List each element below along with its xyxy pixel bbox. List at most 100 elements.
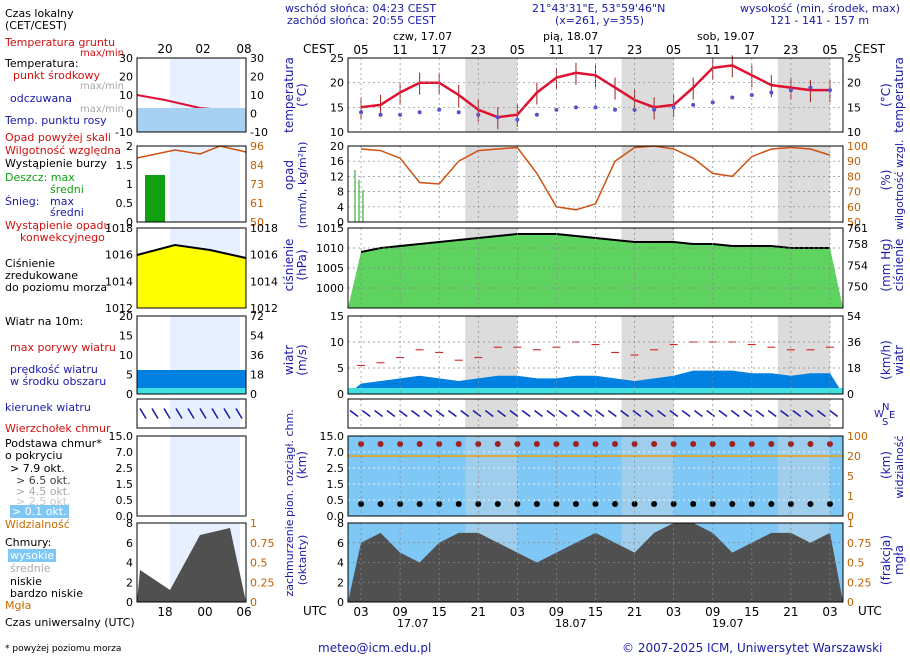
- ytick-temp-1: 15: [330, 101, 344, 114]
- ytick-right-wind-3: 54: [847, 310, 861, 323]
- night-band-prec-0: [465, 146, 518, 222]
- dew-point-7: [495, 115, 500, 120]
- sunset-label: zachód słońca: 20:55 CEST: [287, 14, 436, 27]
- cloud-base-23: [807, 501, 814, 507]
- cest-hour-10: 17: [744, 43, 759, 57]
- cloud-top-8: [514, 441, 521, 447]
- legend-top-hour-0: 20: [157, 42, 172, 56]
- legend-okt-45: > 4.5 okt.: [16, 485, 71, 498]
- legend-top-hour-2: 08: [236, 42, 251, 56]
- cest-hour-7: 23: [627, 43, 642, 57]
- wind-arrow-15: [534, 409, 543, 418]
- legend-ytick-right-temp-4: -10: [250, 126, 268, 139]
- night-band-temp-1: [621, 58, 674, 132]
- legend-ytick-prec-4: 0: [126, 216, 133, 229]
- utc-hour-1: 09: [392, 605, 407, 619]
- ytick-base-4: 7.0: [327, 446, 345, 459]
- ytick-right-base-3: 20: [847, 450, 861, 463]
- cest-hour-0: 05: [353, 43, 368, 57]
- dew-point-5: [456, 110, 461, 115]
- footer-email[interactable]: meteo@icm.edu.pl: [318, 641, 432, 655]
- legend-okt-65: > 6.5 okt.: [16, 474, 71, 487]
- legend-ytick-wind-0: 20: [119, 310, 133, 323]
- cest-hour-1: 11: [392, 43, 407, 57]
- cloud-top-7: [494, 441, 501, 447]
- legend-ytick-temp-3: 0: [126, 108, 133, 121]
- legend-wind-arrow-0: [139, 408, 147, 419]
- cest-hour-3: 23: [471, 43, 486, 57]
- legend-wind-at: Wiatr na 10m:: [5, 315, 84, 328]
- legend-okt-01: > 0.1 okt.: [10, 505, 69, 518]
- legend-ytick-prec-1: 1.5: [116, 159, 134, 172]
- utc-hour-6: 15: [588, 605, 603, 619]
- legend-high: wysokie: [8, 549, 57, 562]
- compass-n: N: [882, 402, 890, 413]
- cloud-base-17: [690, 501, 697, 507]
- dew-point-11: [573, 105, 578, 110]
- ytick-prec-5: 20: [330, 140, 344, 153]
- sunrise-label: wschód słońca: 04:23 CEST: [285, 2, 437, 15]
- wind-arrow-18: [570, 409, 580, 418]
- utc-hour-8: 03: [666, 605, 681, 619]
- legend-ytick-temp-4: -10: [115, 126, 133, 139]
- legend-bottom-hour-1: 00: [197, 605, 212, 619]
- wind-arrow-13: [509, 409, 519, 418]
- ytick-wind-2: 10: [330, 336, 344, 349]
- legend-panel-border-base: [136, 435, 247, 517]
- cloud-top-15: [651, 441, 658, 447]
- legend-bottom-hour-2: 06: [236, 605, 251, 619]
- utc-hour-5: 09: [549, 605, 564, 619]
- legend-ytick-right-prec-1: 84: [250, 159, 264, 172]
- cloud-base-1: [377, 501, 384, 507]
- utc-hour-11: 21: [783, 605, 798, 619]
- ytick-cov-0: 0: [337, 596, 344, 609]
- legend-ytick-right-cov-4: 0: [250, 596, 257, 609]
- cloud-base-8: [514, 501, 521, 507]
- legend-rain-mean: średni: [50, 183, 84, 196]
- ytick-right-temp-1: 15: [847, 101, 861, 114]
- wind-arrow-17: [558, 409, 568, 418]
- cloud-top-1: [377, 441, 384, 447]
- grid-label: (x=261, y=355): [555, 14, 645, 27]
- compass-w: W: [874, 409, 884, 420]
- legend-ytick-temp-2: 10: [119, 89, 133, 102]
- legend-ytick-right-cov-1: 0.75: [250, 537, 275, 550]
- legend-precip-above: Opad powyżej skali: [5, 131, 111, 144]
- legend-cloud-top: Wierzchołek chmur: [5, 422, 111, 435]
- legend-ytick-right-wind-2: 36: [250, 349, 264, 362]
- cloud-top-4: [436, 441, 443, 447]
- wind-arrow-29: [706, 409, 716, 418]
- legend-cloud-area: [137, 528, 246, 602]
- wind-arrow-11: [484, 409, 494, 418]
- dew-point-24: [827, 88, 832, 93]
- ytick-prec-0: 0: [337, 216, 344, 229]
- legend-panel-border-pres: [136, 227, 247, 309]
- legend-wind-arrow-6: [211, 408, 219, 419]
- legend-panel-border-prec: [136, 145, 247, 223]
- cloud-base-3: [416, 501, 423, 507]
- legend-ytick-base-5: 15.0: [109, 430, 134, 443]
- legend-dew-point: Temp. punktu rosy: [5, 114, 107, 127]
- cest-label-left: CEST: [303, 42, 334, 56]
- coordinates-label: 21°43'31"E, 53°59'46"N: [532, 2, 666, 15]
- dew-point-12: [593, 105, 598, 110]
- cloud-top-21: [768, 441, 775, 447]
- panel-border-pres: [347, 227, 844, 309]
- cloud-top-12: [592, 441, 599, 447]
- cloud-base-2: [397, 501, 404, 507]
- legend-ytick-base-4: 7.0: [116, 446, 134, 459]
- legend-ytick-right-temp-1: 20: [250, 71, 264, 84]
- ytick-right-cov-1: 0.25: [847, 576, 872, 589]
- ytick-right-wind-0: 0: [847, 388, 854, 401]
- ytick-cov-1: 2: [337, 576, 344, 589]
- cloud-base-10: [553, 501, 560, 507]
- cloud-top-2: [397, 441, 404, 447]
- legend-wind-dir: kierunek wiatru: [5, 401, 91, 414]
- night-band-prec-2: [777, 146, 830, 222]
- legend-fog: Mgła: [5, 599, 32, 612]
- night-band-base-1: [621, 436, 674, 516]
- legend-conv-precip: Wystąpienie opadu: [5, 219, 111, 232]
- legend-mid-point: punkt środkowy: [13, 69, 101, 82]
- wind-arrow-28: [693, 409, 703, 418]
